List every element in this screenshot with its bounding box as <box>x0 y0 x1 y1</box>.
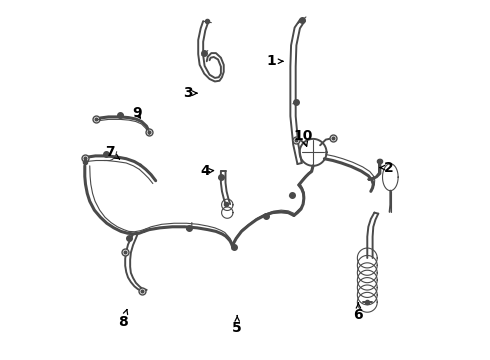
Text: 5: 5 <box>232 316 242 335</box>
Text: 6: 6 <box>354 303 363 323</box>
Text: 2: 2 <box>380 161 393 175</box>
Text: 4: 4 <box>200 164 214 178</box>
Text: 3: 3 <box>183 86 197 100</box>
Text: 9: 9 <box>132 106 142 120</box>
Text: 7: 7 <box>105 145 120 159</box>
Text: 1: 1 <box>267 54 283 68</box>
Text: 8: 8 <box>118 310 127 329</box>
Text: 10: 10 <box>294 129 313 146</box>
